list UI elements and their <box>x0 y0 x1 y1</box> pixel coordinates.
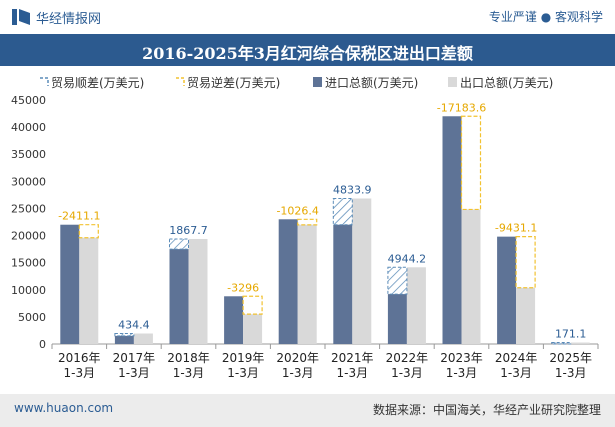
legend: 贸易顺差(万美元) 贸易逆差(万美元) 进口总额(万美元) 出口总额(万美元) <box>40 75 553 90</box>
export-bar <box>406 267 426 344</box>
legend-label-export: 出口总额(万美元) <box>460 76 553 90</box>
huajing-logo-icon <box>12 9 30 25</box>
x-tick-label: 1-3月 <box>446 366 478 380</box>
export-bar <box>188 238 208 344</box>
import-bar <box>114 335 134 344</box>
legend-item-surplus: 贸易顺差(万美元) <box>40 76 144 90</box>
balance-label: 4833.9 <box>333 184 372 197</box>
x-tick-label: 1-3月 <box>336 366 368 380</box>
x-tick-label: 2023年 <box>440 351 483 365</box>
y-tick-label: 5000 <box>18 311 46 324</box>
export-bar <box>133 333 153 344</box>
deficit-bar <box>515 236 536 289</box>
legend-item-import: 进口总额(万美元) <box>313 76 418 90</box>
deficit-bar <box>242 295 263 315</box>
balance-label: -17183.6 <box>437 101 486 114</box>
surplus-bar <box>332 198 353 226</box>
import-bar <box>169 249 189 344</box>
export-bar <box>243 314 263 344</box>
import-bar <box>497 236 517 344</box>
legend-label-deficit: 贸易逆差(万美元) <box>187 75 280 90</box>
export-bar <box>516 287 536 344</box>
data-source: 数据来源：中国海关，华经产业研究院整理 <box>372 403 601 417</box>
y-tick-label: 30000 <box>11 175 46 188</box>
x-tick-label: 1-3月 <box>63 366 95 380</box>
import-bar <box>387 294 407 344</box>
bar-chart: 贸易顺差(万美元) 贸易逆差(万美元) 进口总额(万美元) 出口总额(万美元) … <box>11 75 599 380</box>
deficit-bar <box>460 115 482 211</box>
export-bar <box>570 342 590 344</box>
x-tick-label: 2022年 <box>386 351 429 365</box>
x-tick-label: 1-3月 <box>282 366 314 380</box>
balance-label: 434.4 <box>118 319 150 332</box>
slogan: 专业严谨 ● 客观科学 <box>488 10 603 24</box>
chart-title: 2016-2025年3月红河综合保税区进出口差额 <box>142 44 473 63</box>
x-tick-label: 1-3月 <box>555 366 587 380</box>
deficit-bar <box>78 224 99 239</box>
x-tick-label: 1-3月 <box>118 366 150 380</box>
brand-name: 华经情报网 <box>36 12 102 27</box>
balance-label: -1026.4 <box>276 204 318 217</box>
import-bar <box>442 116 462 344</box>
balance-label: -3296 <box>227 281 259 294</box>
balance-label: 4944.2 <box>388 252 427 265</box>
x-tick-label: 2019年 <box>222 351 265 365</box>
surplus-bar <box>169 238 189 250</box>
x-tick-label: 1-3月 <box>173 366 205 380</box>
surplus-bar <box>114 333 135 337</box>
y-tick-label: 25000 <box>11 202 46 215</box>
y-tick-label: 0 <box>39 338 46 351</box>
x-tick-label: 2025年 <box>549 351 592 365</box>
x-tick-label: 2017年 <box>113 351 156 365</box>
site-url[interactable]: www.huaon.com <box>14 401 114 415</box>
export-bar <box>79 237 99 344</box>
deficit-bar <box>297 218 318 226</box>
y-tick-label: 45000 <box>11 94 46 107</box>
import-bar <box>333 224 353 344</box>
import-bar <box>60 224 80 344</box>
import-bar <box>224 296 244 344</box>
y-tick-label: 10000 <box>11 284 46 297</box>
x-tick-label: 1-3月 <box>391 366 423 380</box>
y-tick-label: 35000 <box>11 148 46 161</box>
balance-label: -2411.1 <box>58 210 100 223</box>
export-bar <box>461 209 481 344</box>
x-tick-label: 1-3月 <box>500 366 532 380</box>
export-bar <box>352 198 372 344</box>
x-tick-label: 2021年 <box>331 351 374 365</box>
x-tick-label: 2024年 <box>495 351 538 365</box>
x-tick-label: 2018年 <box>167 351 210 365</box>
legend-item-deficit: 贸易逆差(万美元) <box>176 75 280 90</box>
balance-label: 1867.7 <box>169 224 208 237</box>
title-bar <box>0 34 615 66</box>
y-tick-label: 40000 <box>11 121 46 134</box>
import-bar <box>278 219 298 344</box>
x-tick-label: 1-3月 <box>227 366 259 380</box>
footer-bar <box>0 394 615 427</box>
balance-label: 171.1 <box>555 328 587 341</box>
export-bar <box>297 224 317 344</box>
axes: 0 5000 10000 15000 20000 25000 30000 35000 40000… <box>11 94 599 380</box>
surplus-bar <box>387 266 408 295</box>
data-labels: -2411.1 434.4 1867.7 -3296 -1026.4 4833.9 4944… <box>58 101 586 340</box>
top-bar <box>0 0 615 34</box>
x-tick-label: 2020年 <box>276 351 319 365</box>
legend-label-surplus: 贸易顺差(万美元) <box>51 76 144 90</box>
balance-label: -9431.1 <box>495 222 537 235</box>
y-tick-label: 15000 <box>11 257 46 270</box>
bars <box>60 115 590 345</box>
legend-item-export: 出口总额(万美元) <box>448 76 553 90</box>
legend-label-import: 进口总额(万美元) <box>325 76 418 90</box>
y-tick-label: 20000 <box>11 230 46 243</box>
x-tick-label: 2016年 <box>58 351 101 365</box>
surplus-bar <box>551 342 572 345</box>
